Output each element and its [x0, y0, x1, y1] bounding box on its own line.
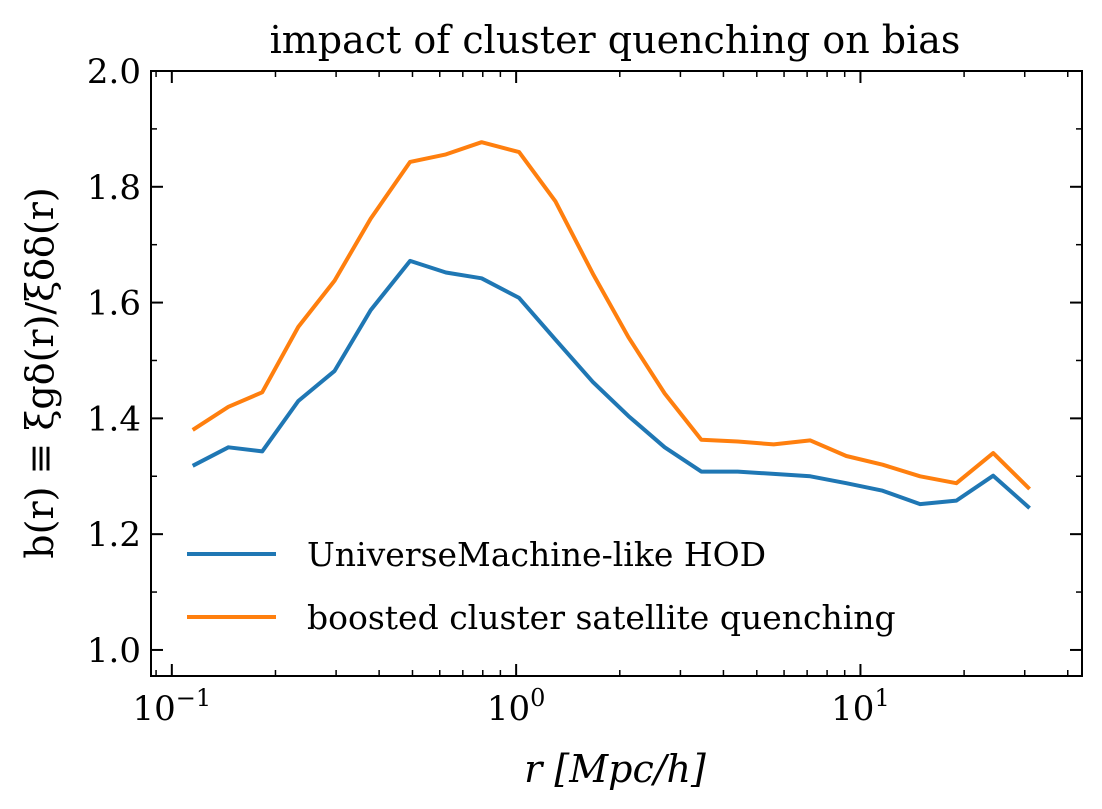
x-tick-label: 100 [487, 684, 546, 729]
legend-label-boosted: boosted cluster satellite quenching [307, 598, 896, 637]
series-line-1 [191, 140, 1032, 491]
y-tick-label: 1.8 [87, 168, 141, 208]
series-line-0 [191, 258, 1031, 510]
legend: UniverseMachine-like HOD boosted cluster… [187, 535, 896, 637]
y-axis-label: b(r) ≡ ξgδ(r)/ξδδ(r) [18, 187, 62, 558]
legend-label-universemachine: UniverseMachine-like HOD [307, 535, 766, 574]
plot-frame [150, 70, 1083, 677]
chart-title: impact of cluster quenching on bias [270, 18, 961, 62]
x-tick-label: 101 [831, 684, 890, 729]
y-tick-label: 2.0 [87, 52, 141, 92]
y-tick-label: 1.2 [87, 515, 141, 555]
axis-ticks: 1.0 1.2 1.4 1.6 1.8 2.0 10−1 100 101 [87, 52, 1082, 729]
x-axis-label: r [Mpc/h] [524, 747, 706, 791]
series-lines [191, 140, 1032, 510]
x-tick-label: 10−1 [132, 684, 211, 729]
y-tick-label: 1.0 [87, 631, 141, 671]
y-tick-label: 1.4 [87, 399, 141, 439]
y-tick-label: 1.6 [87, 284, 141, 324]
